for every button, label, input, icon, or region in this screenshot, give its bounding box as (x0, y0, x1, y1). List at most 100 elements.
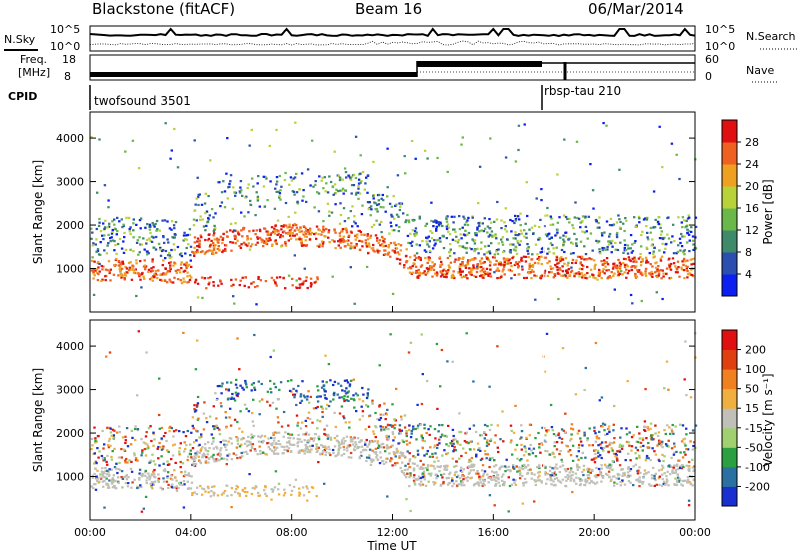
heat-cell (311, 444, 314, 447)
heat-cell (477, 448, 480, 451)
heat-cell (413, 481, 416, 484)
heat-cell (623, 263, 627, 266)
heat-cell (639, 480, 642, 483)
heat-cell (608, 224, 612, 227)
heat-cell (562, 429, 565, 432)
heat-cell (340, 442, 343, 446)
heat-cell (604, 472, 608, 475)
heat-cell (445, 477, 448, 480)
heat-cell (410, 244, 414, 247)
freq-label-2: [MHz] (18, 66, 50, 79)
heat-cell (319, 395, 322, 398)
heat-cell (277, 190, 280, 193)
heat-cell (494, 482, 498, 486)
heat-cell (274, 448, 277, 451)
heat-cell (415, 438, 418, 441)
heat-cell (250, 128, 253, 131)
heat-cell (650, 436, 654, 439)
heat-cell (193, 459, 196, 462)
heat-cell (572, 252, 575, 255)
heat-cell (131, 264, 134, 267)
heat-cell (467, 231, 471, 235)
heat-cell (525, 232, 528, 235)
heat-cell (437, 430, 440, 433)
heat-cell (540, 480, 543, 483)
colorbar-swatch (722, 447, 737, 468)
heat-cell (505, 458, 508, 461)
heat-cell (587, 477, 590, 480)
heat-cell (289, 443, 292, 446)
heat-cell (272, 279, 276, 282)
heat-cell (354, 441, 357, 444)
heat-cell (153, 438, 156, 441)
heat-cell (200, 493, 204, 496)
heat-cell (503, 484, 506, 487)
heat-cell (606, 445, 609, 448)
heat-cell (515, 261, 518, 264)
heat-cell (679, 423, 682, 426)
heat-cell (231, 230, 235, 233)
heat-cell (196, 176, 199, 179)
heat-cell (507, 476, 510, 479)
heat-cell (167, 270, 170, 273)
heat-cell (257, 435, 260, 438)
heat-cell (659, 233, 663, 236)
heat-cell (111, 477, 114, 480)
heat-cell (342, 442, 346, 445)
heat-cell (493, 253, 496, 256)
heat-cell (124, 439, 127, 442)
heat-cell (459, 482, 462, 485)
heat-cell (406, 213, 409, 217)
heat-cell (170, 248, 173, 252)
heat-cell (625, 433, 629, 436)
heat-cell (216, 247, 219, 251)
heat-cell (495, 269, 498, 272)
heat-cell (432, 220, 435, 223)
heat-cell (504, 207, 507, 210)
heat-cell (626, 380, 629, 383)
heat-cell (420, 333, 423, 336)
heat-cell (460, 466, 463, 469)
heat-cell (489, 275, 493, 278)
heat-cell (156, 447, 159, 450)
heat-cell (349, 266, 352, 269)
heat-cell (484, 273, 487, 276)
heat-cell (689, 440, 692, 443)
heat-cell (173, 276, 176, 279)
heat-cell (266, 400, 269, 403)
heat-cell (442, 482, 445, 485)
heat-cell (116, 471, 119, 475)
heat-cell (249, 443, 253, 446)
heat-cell (123, 274, 127, 277)
heat-cell (605, 269, 608, 272)
heat-cell (273, 486, 277, 489)
heat-cell (351, 246, 355, 249)
heat-cell (434, 242, 437, 245)
heat-cell (558, 272, 561, 276)
heat-cell (187, 472, 190, 475)
heat-cell (661, 446, 664, 449)
heat-cell (300, 237, 303, 241)
heat-cell (207, 461, 210, 464)
heat-cell (203, 401, 206, 404)
heat-cell (352, 398, 355, 401)
heat-cell (423, 454, 426, 457)
heat-cell (604, 433, 607, 436)
heat-cell (174, 233, 177, 236)
heat-cell (476, 263, 480, 266)
heat-cell (168, 266, 172, 269)
heat-cell (266, 239, 270, 242)
heat-cell (630, 449, 633, 452)
heat-cell (487, 244, 490, 247)
heat-cell (90, 136, 93, 139)
heat-cell (583, 434, 586, 437)
heat-cell (617, 258, 620, 261)
heat-cell (139, 473, 143, 476)
heat-cell (675, 252, 678, 255)
heat-cell (573, 275, 576, 278)
heat-cell (152, 444, 155, 447)
heat-cell (170, 228, 173, 231)
heat-cell (460, 270, 463, 273)
heat-cell (410, 139, 414, 143)
heat-cell (234, 490, 237, 494)
